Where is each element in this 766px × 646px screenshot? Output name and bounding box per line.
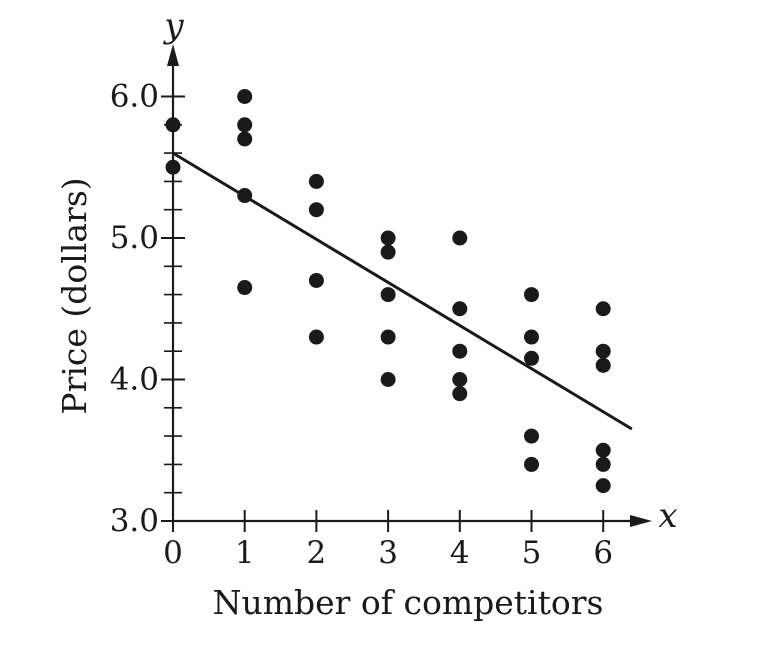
data-point — [380, 230, 396, 246]
data-point — [452, 301, 468, 317]
data-points — [165, 89, 611, 494]
x-axis-arrowhead — [630, 515, 652, 527]
data-point — [524, 329, 539, 345]
data-point — [380, 244, 396, 260]
data-point — [308, 173, 324, 189]
x-ticks: 0 1 2 3 4 5 6 — [163, 510, 613, 571]
y-tick-label: 3.0 — [110, 503, 159, 539]
data-point — [237, 131, 253, 147]
x-tick-label: 3 — [378, 535, 398, 571]
x-tick-label: 1 — [235, 535, 255, 571]
data-point — [524, 350, 539, 366]
data-point — [165, 159, 181, 175]
x-tick-label: 6 — [593, 535, 613, 571]
data-point — [237, 89, 253, 104]
data-point — [524, 287, 539, 303]
y-axis-title: Price (dollars) — [55, 177, 94, 414]
data-point — [237, 117, 253, 133]
y-ticks: 3.0 4.0 5.0 6.0 — [110, 79, 185, 539]
data-point — [308, 202, 324, 218]
x-tick-label: 0 — [163, 535, 183, 571]
data-point — [452, 386, 468, 402]
data-point — [380, 372, 396, 387]
data-point — [595, 442, 611, 458]
data-point — [595, 301, 611, 317]
trend-line — [172, 151, 633, 431]
y-tick-label: 4.0 — [110, 362, 159, 398]
trend-line-group — [172, 151, 633, 431]
data-point — [524, 428, 539, 444]
data-point — [452, 343, 468, 359]
data-point — [595, 343, 611, 359]
data-point — [165, 117, 181, 133]
data-point — [452, 372, 468, 387]
y-axis-letter: y — [162, 6, 184, 46]
data-point — [452, 230, 468, 246]
data-point — [524, 456, 539, 472]
data-point — [308, 329, 324, 345]
data-point — [308, 272, 324, 288]
y-tick-label: 6.0 — [110, 79, 159, 115]
data-point — [595, 456, 611, 472]
data-point — [380, 287, 396, 303]
y-tick-label: 5.0 — [110, 220, 159, 256]
data-point — [380, 329, 396, 345]
y-axis-arrowhead — [167, 44, 179, 66]
data-point — [237, 280, 253, 296]
axes — [167, 44, 652, 527]
data-point — [595, 357, 611, 373]
x-axis-title: Number of competitors — [213, 583, 604, 622]
data-point — [595, 478, 611, 494]
x-tick-label: 5 — [522, 535, 542, 571]
x-tick-label: 4 — [450, 535, 470, 571]
x-axis-letter: x — [658, 496, 677, 536]
x-tick-label: 2 — [307, 535, 327, 571]
